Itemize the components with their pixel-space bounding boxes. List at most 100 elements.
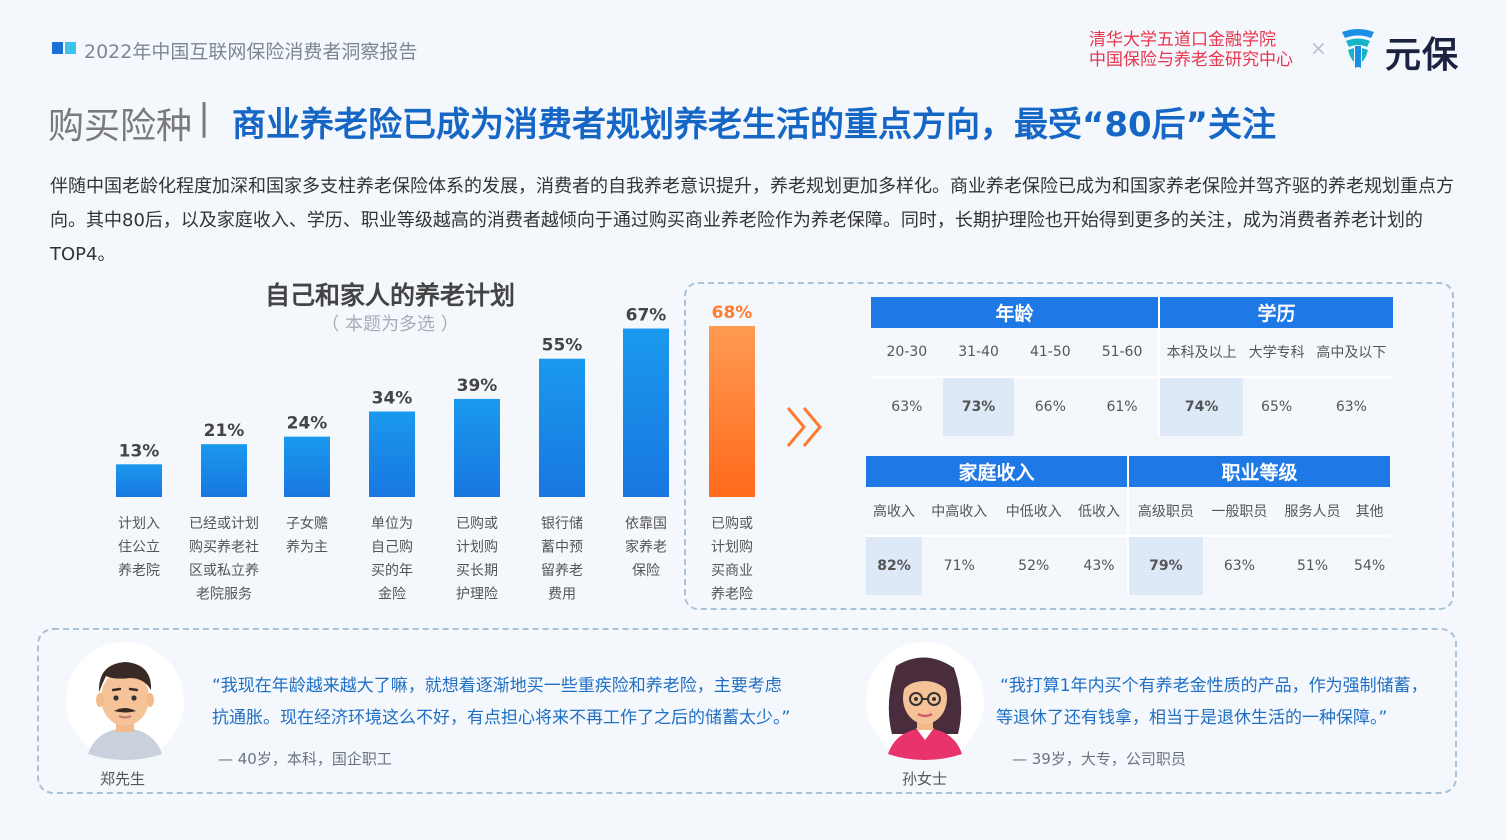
table-group-education: 学历	[1157, 297, 1393, 328]
category-label-8-line-1: 已购或	[711, 516, 753, 532]
category-label-7-line-3: 保险	[632, 563, 660, 579]
table-subheader-cell: 大学专科	[1243, 328, 1310, 378]
quote-1-text: “我现在年龄越来越大了嘛，就想着逐渐地买一些重疾险和养老险，主要考虑 抗通胀。现…	[212, 670, 790, 734]
bar-value-label-6: 55%	[542, 336, 583, 356]
category-label-6-line-4: 费用	[548, 587, 576, 603]
quote-2-name: 孙女士	[902, 770, 948, 788]
table-value-cell: 43%	[1083, 558, 1115, 574]
bar-value-label-5: 39%	[457, 376, 498, 396]
quote-1-line-2: 抗通胀。现在经济环境这么不好，有点担心将来不再工作了之后的储蓄太少。”	[212, 708, 791, 728]
bar-1	[116, 464, 162, 497]
female-avatar-icon	[866, 642, 984, 760]
brand-logo-icon	[1342, 29, 1374, 68]
bar-value-label-4: 34%	[372, 389, 413, 409]
category-label-1-line-1: 计划入	[118, 516, 160, 532]
table-value-cell: 73%	[942, 378, 1015, 436]
quote-1-line-1: “我现在年龄越来越大了嘛，就想着逐渐地买一些重疾险和养老险，主要考虑	[212, 676, 782, 696]
institution-line-1: 清华大学五道口金融学院	[1089, 30, 1276, 50]
table-subheader-cell: 低收入	[1071, 487, 1127, 537]
table-value-cell: 54%	[1354, 558, 1386, 574]
times-sign: ×	[1310, 36, 1327, 60]
quotes-dashed-box	[37, 628, 1457, 794]
intro-paragraph: 伴随中国老龄化程度加深和国家多支柱养老保险体系的发展，消费者的自我养老意识提升，…	[50, 176, 1454, 265]
table-value-cell: 71%	[943, 558, 975, 574]
chart-subtitle: （ 本题为多选 ）	[321, 314, 459, 335]
table-value-cell: 63%	[891, 399, 923, 415]
table-subheader-cell: 一般职员	[1202, 487, 1276, 537]
table-value-cell: 63%	[1335, 399, 1367, 415]
category-label-8-line-4: 养老险	[711, 587, 753, 603]
category-label-4-line-4: 金险	[378, 587, 406, 603]
table-value-cell: 74%	[1157, 378, 1244, 436]
bar-value-label-1: 13%	[119, 441, 160, 461]
bar-7	[623, 328, 669, 497]
quote-2-line-1: “我打算1年内买个有养老金性质的产品，作为强制储蓄，	[1000, 676, 1428, 696]
bar-value-label-8: 68%	[712, 303, 753, 323]
report-title: 2022年中国互联网保险消费者洞察报告	[84, 41, 418, 63]
table-subheader-cell: 51-60	[1086, 328, 1158, 378]
category-label-3-line-1: 子女赡	[286, 515, 328, 532]
quote-2-line-2: 等退休了还有钱拿，相当于是退休生活的一种保障。”	[996, 708, 1388, 728]
bar-8	[709, 326, 755, 497]
double-chevron-right-icon	[786, 407, 822, 447]
page-headline: 商业养老险已成为消费者规划养老生活的重点方向，最受“80后”关注	[232, 105, 1277, 145]
income-job-table: 家庭收入 职业等级 高收入 中高收入 中低收入 低收入 高级职员 一般职员 服务人员 其他 8…	[866, 456, 1390, 595]
table-value-cell: 52%	[1018, 558, 1050, 574]
category-label-2-line-2: 购买养老社	[189, 540, 259, 556]
table-value-cell: 51%	[1296, 558, 1329, 574]
male-avatar-icon	[66, 642, 184, 760]
category-label-2-line-1: 已经或计划	[189, 516, 259, 532]
table-subheader-cell: 高级职员	[1126, 487, 1203, 537]
table-subheader-cell: 31-40	[942, 328, 1015, 378]
bar-value-label-2: 21%	[204, 421, 245, 441]
category-label-6-line-3: 留养老	[541, 563, 583, 579]
category-label-5-line-1: 已购或	[456, 516, 498, 532]
bar-value-label-7: 67%	[626, 306, 667, 326]
table-subheader-cell: 服务人员	[1275, 487, 1350, 537]
quote-1-name: 郑先生	[100, 770, 146, 788]
table-subheader-cell: 高收入	[866, 487, 922, 537]
brand-name: 元保	[1385, 35, 1460, 76]
table-value-cell: 79%	[1126, 537, 1203, 595]
category-label-2-line-4: 老院服务	[196, 587, 252, 603]
table-value-cell: 82%	[866, 537, 922, 595]
table-subheader-cell: 高中及以下	[1309, 328, 1393, 378]
bar-2	[201, 444, 247, 497]
table-group-job: 职业等级	[1126, 456, 1390, 487]
category-label-7-line-2: 家养老	[625, 539, 667, 556]
bar-6	[539, 358, 585, 497]
institution-line-2: 中国保险与养老金研究中心	[1089, 50, 1293, 70]
table-subheader-cell: 其他	[1349, 487, 1390, 537]
category-label-1-line-2: 住公立	[118, 540, 160, 556]
category-label-6-line-1: 银行储	[541, 516, 583, 532]
highlight-dashed-box	[684, 282, 1454, 610]
bar-5	[454, 398, 500, 497]
table-subheader-cell: 中高收入	[921, 487, 997, 537]
bar-value-label-3: 24%	[287, 414, 328, 434]
category-label-8-line-3: 买商业	[711, 563, 753, 579]
category-label-4-line-1: 单位为	[371, 516, 413, 532]
chart-title: 自己和家人的养老计划	[264, 281, 515, 310]
quote-1-source: — 40岁，本科，国企职工	[218, 750, 392, 768]
category-label-7-line-1: 依靠国	[625, 516, 667, 532]
category-label-8-line-2: 计划购	[711, 540, 753, 556]
report-mark-icon	[52, 42, 76, 54]
bar-3	[284, 436, 330, 497]
category-label-5-line-3: 买长期	[456, 563, 498, 579]
category-label-4-line-2: 自己购	[371, 540, 413, 556]
section-separator: |	[198, 97, 211, 138]
category-label-5-line-4: 护理险	[456, 587, 498, 603]
section-label: 购买险种	[48, 106, 193, 147]
category-label-1-line-3: 养老院	[118, 563, 160, 579]
category-label-4-line-3: 买的年	[371, 563, 413, 579]
institution-name: 清华大学五道口金融学院 中国保险与养老金研究中心	[1089, 30, 1293, 70]
table-value-cell: 65%	[1261, 399, 1293, 415]
table-subheader-cell: 41-50	[1014, 328, 1087, 378]
table-value-cell: 63%	[1223, 558, 1255, 574]
table-subheader-cell: 中低收入	[996, 487, 1071, 537]
table-group-age: 年龄	[871, 297, 1158, 328]
quote-2-text: “我打算1年内买个有养老金性质的产品，作为强制储蓄， 等退休了还有钱拿，相当于是…	[996, 670, 1428, 734]
table-subheader-cell: 20-30	[871, 328, 943, 378]
table-group-income: 家庭收入	[866, 456, 1127, 487]
